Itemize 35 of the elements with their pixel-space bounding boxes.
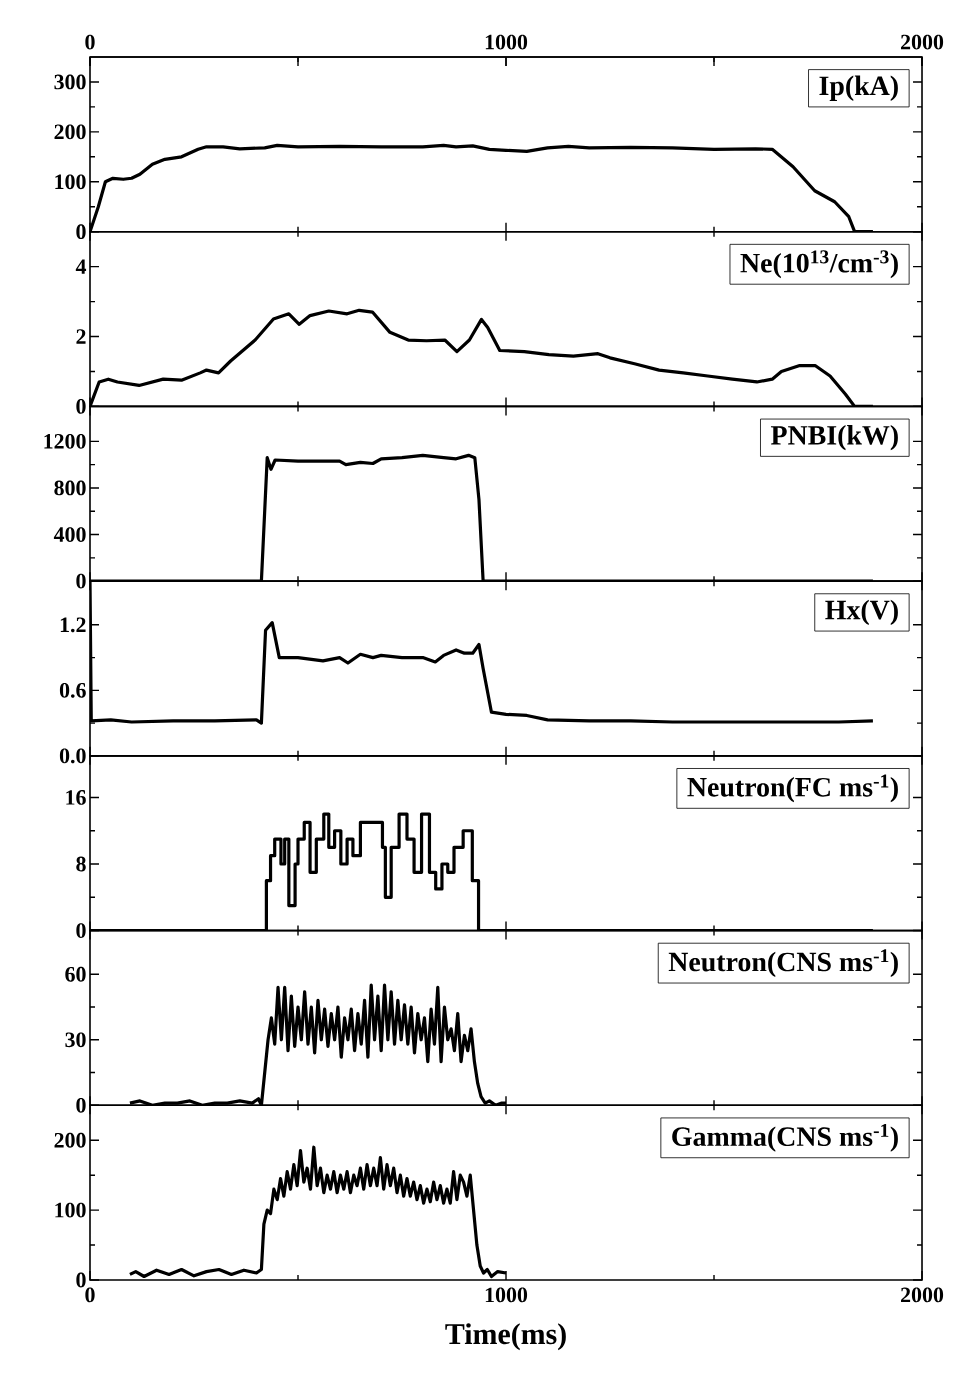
y-tick-label: 2 <box>76 329 86 344</box>
y-tick-label: 200 <box>54 1132 86 1148</box>
y-tick-label: 100 <box>55 174 86 190</box>
y-tick-label: 400 <box>53 527 86 542</box>
y-tick-label: 0.6 <box>59 682 86 698</box>
y-tick-label: 8 <box>76 856 86 872</box>
annotation: Gamma(CNS ms$^{-1}$) <box>672 1123 898 1152</box>
annotation: Ne(10$^{13}$/cm$^{-3}$) <box>740 250 898 279</box>
y-tick-label: 0 <box>76 923 86 938</box>
y-tick-label: 0 <box>76 224 86 240</box>
y-tick-label: 0.0 <box>59 748 86 764</box>
x2-tick-label: 2000 <box>901 34 944 50</box>
x-tick-label: 2000 <box>901 1287 944 1303</box>
y-tick-label: 0 <box>76 399 86 414</box>
y-tick-label: 30 <box>65 1032 86 1048</box>
y-tick-label: 0 <box>76 573 86 589</box>
annotation: Neutron(FC ms$^{-1}$) <box>687 774 898 803</box>
y-tick-label: 60 <box>65 966 86 982</box>
y-tick-label: 800 <box>54 480 86 496</box>
annotation: Hx(V) <box>825 599 898 626</box>
y-tick-label: 1.2 <box>60 617 86 633</box>
y-tick-label: 200 <box>54 124 86 140</box>
y-tick-label: 1200 <box>44 433 86 449</box>
annotation: PNBI(kW) <box>770 425 898 451</box>
y-tick-label: 100 <box>55 1202 86 1218</box>
y-tick-label: 4 <box>75 259 87 274</box>
x-axis-title: Time(ms) <box>445 1323 566 1351</box>
x-tick-label: 1000 <box>485 1287 528 1303</box>
y-tick-label: 0 <box>76 1097 86 1113</box>
x2-tick-label: 1000 <box>485 34 528 50</box>
y-tick-label: 0 <box>76 1272 86 1288</box>
annotation: Neutron(CNS ms$^{-1}$) <box>668 949 898 978</box>
y-tick-label: 16 <box>66 790 86 805</box>
y-tick-label: 300 <box>54 74 86 90</box>
annotation: Ip(kA) <box>819 75 898 101</box>
